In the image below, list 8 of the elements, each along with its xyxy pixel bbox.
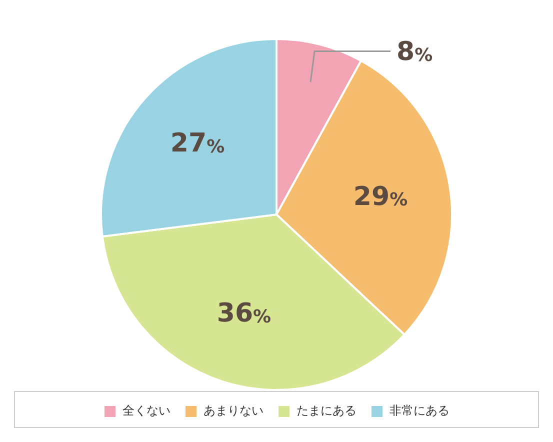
legend-label: あまりない [204, 404, 264, 418]
data-label: 8% [396, 37, 433, 68]
legend-label: たまにある [296, 404, 356, 418]
data-label: 29% [353, 182, 408, 212]
legend-label: 非常にある [390, 404, 450, 418]
legend-label: 全くない [122, 404, 170, 418]
data-label: 27% [170, 128, 225, 159]
data-label: 36% [216, 298, 272, 328]
